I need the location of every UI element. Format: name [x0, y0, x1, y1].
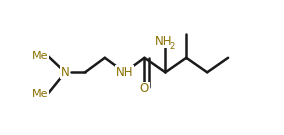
Text: Me: Me — [32, 51, 49, 61]
Text: Me: Me — [32, 89, 49, 99]
Text: 2: 2 — [169, 42, 174, 51]
Text: NH: NH — [154, 35, 172, 48]
Text: NH: NH — [116, 66, 133, 79]
Text: N: N — [61, 66, 70, 79]
Text: O: O — [140, 82, 149, 95]
